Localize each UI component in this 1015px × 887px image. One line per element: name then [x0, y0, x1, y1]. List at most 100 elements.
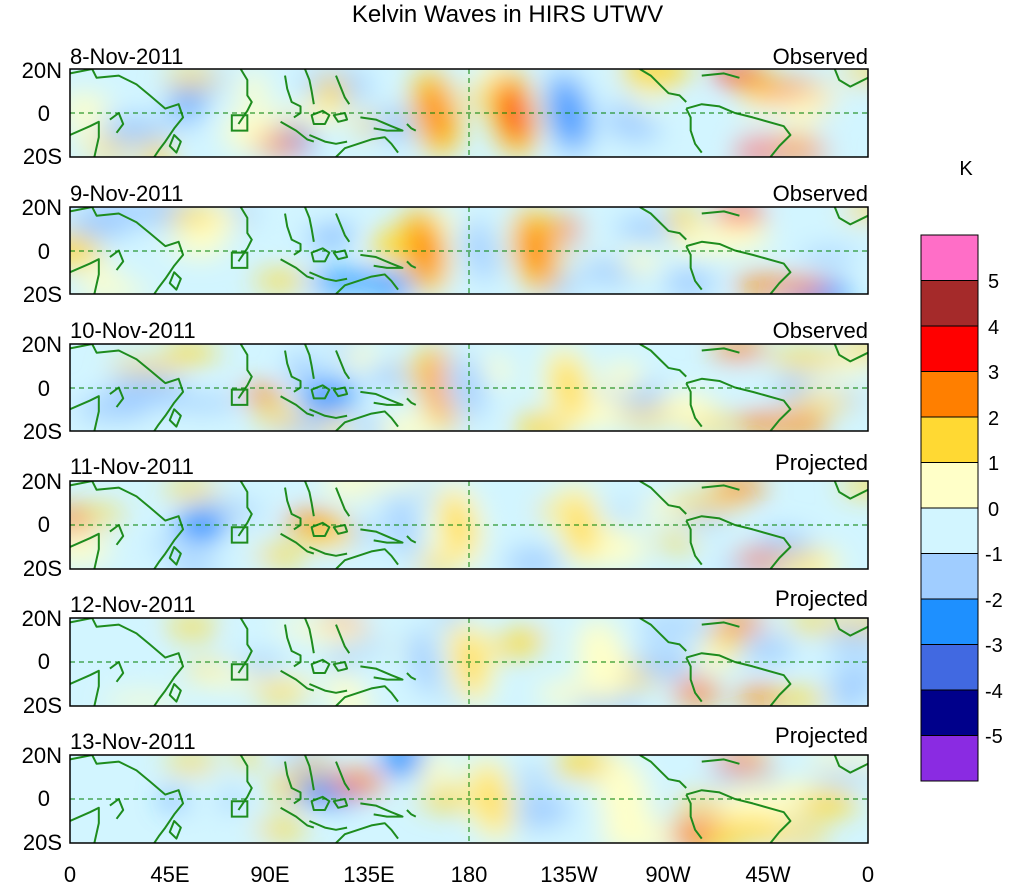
anomaly-blob [816, 226, 868, 241]
anomaly-blob [237, 74, 269, 105]
kelvin-wave-band [465, 218, 495, 283]
coastline [309, 135, 347, 144]
subtropical-anomaly [253, 272, 308, 290]
anomaly-blob [784, 618, 850, 631]
panel-4-date: 11-Nov-2011 [70, 454, 194, 479]
coastline [110, 662, 123, 682]
panel-1-lat-20n: 20N [22, 58, 62, 83]
lon-label-90e: 90E [250, 862, 289, 887]
coastline [360, 255, 402, 268]
coastline [238, 618, 251, 673]
coastline [686, 242, 790, 294]
anomaly-blob [673, 679, 720, 703]
coastline [312, 111, 330, 124]
coastline [686, 521, 702, 565]
lon-label-135e: 135E [343, 862, 394, 887]
colorbar-swatch [920, 735, 979, 782]
coastline [835, 69, 868, 87]
colorbar-label-m4: -4 [985, 681, 1003, 703]
anomaly-blob [70, 93, 110, 122]
coastline [305, 207, 314, 242]
panel-3: 10-Nov-2011 Observed 20N 0 20S [22, 318, 869, 444]
subtropical-anomaly [774, 278, 829, 294]
coastline [170, 272, 181, 289]
anomaly-blob [544, 618, 572, 638]
anomaly-blob [668, 494, 743, 513]
coastline [305, 481, 314, 516]
anomaly-blob [109, 360, 187, 374]
kelvin-wave-band [609, 766, 639, 832]
panel-5-date: 12-Nov-2011 [70, 592, 196, 617]
coastline [360, 803, 402, 816]
anomaly-blob [78, 282, 149, 294]
coastline [238, 481, 251, 536]
panel-4-lat-20n: 20N [22, 469, 62, 494]
subtropical-anomaly [165, 755, 219, 773]
panel-6-map [70, 755, 868, 843]
anomaly-blob [239, 387, 286, 403]
colorbar-swatches [920, 234, 979, 782]
coastline [336, 274, 398, 294]
anomaly-blob [195, 823, 248, 843]
coastline [360, 666, 402, 679]
subtropical-anomaly [712, 69, 767, 85]
coastline [309, 272, 347, 281]
coastline [312, 248, 330, 261]
coastline [336, 351, 349, 379]
panel-2-map [70, 207, 868, 294]
colorbar-swatch [920, 234, 979, 281]
colorbar-label-2: 2 [988, 408, 999, 430]
coastline [336, 214, 349, 242]
colorbar-label-1: 1 [988, 453, 999, 475]
colorbar-label-m5: -5 [985, 726, 1003, 748]
lon-label-135w: 135W [540, 862, 598, 887]
subtropical-anomaly [712, 755, 767, 771]
subtropical-anomaly [774, 553, 829, 569]
coastline [170, 821, 181, 839]
coastline [238, 69, 251, 124]
panel-1-status: Observed [773, 44, 868, 69]
panel-5-lat-20n: 20N [22, 606, 62, 631]
anomaly-blob [267, 207, 347, 233]
region-box [232, 253, 248, 268]
subtropical-anomaly [774, 415, 829, 431]
coastline [281, 396, 314, 416]
anomaly-blob [168, 90, 210, 108]
coastline [360, 117, 402, 130]
panel-4-map [70, 481, 868, 569]
anomaly-blob [328, 771, 385, 794]
coastline [336, 137, 398, 157]
coastline [686, 246, 702, 290]
anomaly-blob [227, 481, 281, 494]
coastline [640, 481, 687, 514]
panel-4-lat-20s: 20S [23, 556, 62, 581]
panel-5: 12-Nov-2011 Projected 20N 0 20S [22, 586, 869, 718]
subtropical-anomaly [253, 547, 308, 565]
colorbar-label-0: 0 [988, 499, 999, 521]
coastline [407, 124, 416, 131]
coastline [336, 823, 398, 843]
panel-6-lat-0: 0 [38, 786, 50, 811]
coastline [70, 207, 183, 294]
anomaly-blob [511, 771, 550, 786]
anomaly-blob [742, 637, 795, 663]
anomaly-blob [652, 535, 701, 549]
panel-1-coastlines [70, 69, 868, 157]
coastline [334, 525, 347, 534]
anomaly-blob [189, 668, 264, 687]
panel-4: 11-Nov-2011 Projected 20N 0 20S [22, 450, 869, 581]
lon-label-45w: 45W [745, 862, 790, 887]
panel-4-anomaly-field [70, 481, 868, 569]
panel-3-frame [69, 343, 869, 432]
kelvin-wave-band [421, 80, 451, 146]
coastline [407, 398, 416, 405]
coastline [336, 762, 349, 791]
panel-2-anomaly-field [70, 207, 868, 294]
coastline [281, 122, 314, 142]
coastline [70, 344, 183, 431]
panel-3-lat-20n: 20N [22, 332, 62, 357]
subtropical-anomaly [712, 481, 767, 497]
figure-title: Kelvin Waves in HIRS UTWV [351, 1, 664, 28]
lon-label-0-end: 0 [862, 862, 874, 887]
anomaly-blob [629, 92, 665, 106]
